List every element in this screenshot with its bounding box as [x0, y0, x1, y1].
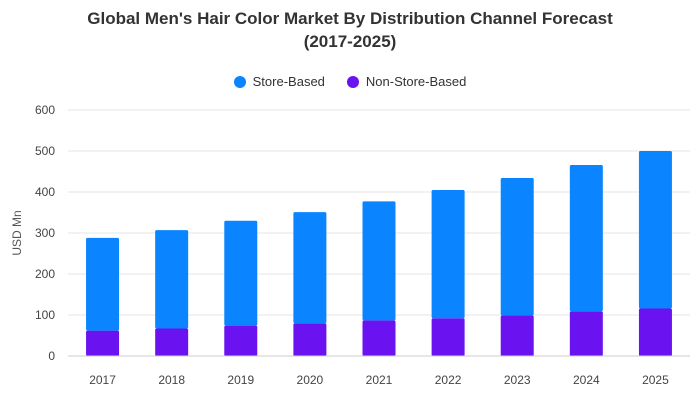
chart-title-line-1: Global Men's Hair Color Market By Distri…	[87, 9, 613, 28]
bar-layer	[86, 151, 672, 356]
bar-store-based-2023	[500, 178, 534, 316]
bar-non-store-based-2024	[569, 311, 603, 356]
legend-item-store-based[interactable]: Store-Based	[233, 74, 325, 89]
y-tick-label-100: 100	[35, 308, 55, 322]
bar-store-based-2021	[362, 201, 396, 321]
x-tick-label-2025: 2025	[642, 373, 669, 387]
legend-item-non-store-based[interactable]: Non-Store-Based	[346, 74, 467, 89]
y-axis-title: USD Mn	[10, 210, 24, 255]
bar-non-store-based-2018	[155, 328, 189, 356]
y-tick-label-300: 300	[35, 226, 55, 240]
chart-title-line-2: (2017-2025)	[303, 32, 397, 51]
x-tick-label-2017: 2017	[89, 373, 116, 387]
x-tick-label-2018: 2018	[158, 373, 185, 387]
bar-store-based-2019	[224, 220, 258, 326]
bar-store-based-2025	[638, 151, 672, 309]
y-tick-label-500: 500	[35, 144, 55, 158]
x-tick-label-2022: 2022	[435, 373, 462, 387]
legend: Store-Based Non-Store-Based	[0, 74, 700, 89]
bar-non-store-based-2020	[293, 323, 327, 356]
bar-store-based-2018	[155, 230, 189, 329]
x-tick-label-2021: 2021	[366, 373, 393, 387]
legend-label-store-based: Store-Based	[252, 74, 325, 89]
bar-store-based-2020	[293, 212, 327, 324]
x-tick-label-2023: 2023	[504, 373, 531, 387]
bar-store-based-2022	[431, 189, 465, 319]
bar-non-store-based-2022	[431, 318, 465, 356]
bar-store-based-2017	[86, 237, 120, 331]
bar-non-store-based-2025	[638, 308, 672, 356]
x-tick-label-2020: 2020	[297, 373, 324, 387]
bar-non-store-based-2023	[500, 315, 534, 356]
legend-swatch-store-based	[233, 75, 246, 88]
legend-swatch-non-store-based	[346, 75, 359, 88]
bar-non-store-based-2019	[224, 325, 258, 356]
x-tick-label-2024: 2024	[573, 373, 600, 387]
bar-non-store-based-2017	[86, 330, 120, 356]
x-tick-label-2019: 2019	[227, 373, 254, 387]
y-tick-label-0: 0	[48, 349, 55, 363]
y-tick-label-400: 400	[35, 185, 55, 199]
legend-label-non-store-based: Non-Store-Based	[365, 74, 467, 89]
axis-layer: 0 100 200 300 400 500 600 USD Mn 2017 2018 2019 202…	[10, 103, 690, 387]
bar-store-based-2024	[569, 164, 603, 312]
y-tick-label-200: 200	[35, 267, 55, 281]
y-tick-label-600: 600	[35, 103, 55, 117]
bar-non-store-based-2021	[362, 320, 396, 356]
